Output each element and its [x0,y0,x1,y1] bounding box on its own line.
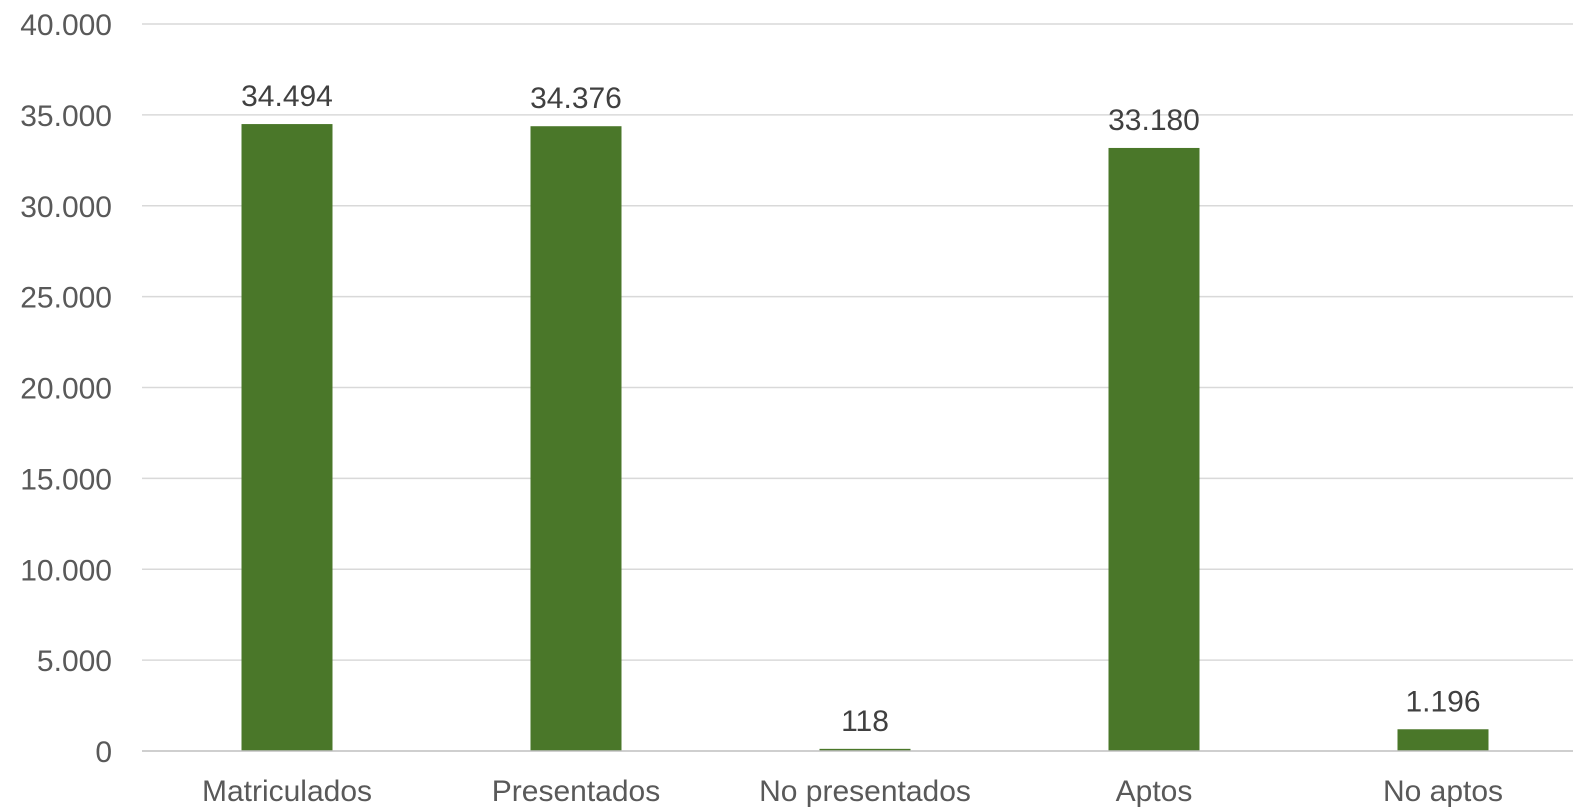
y-tick-label: 5.000 [37,645,112,678]
data-label: 34.494 [241,80,333,113]
y-tick-label: 35.000 [20,100,112,133]
y-tick-label: 15.000 [20,463,112,496]
x-tick-label: No presentados [759,775,971,808]
y-tick-label: 20.000 [20,373,112,406]
data-labels: 34.494 34.376 118 33.180 1.196 [241,80,1480,738]
data-label: 1.196 [1405,685,1480,718]
data-label: 118 [841,705,889,738]
x-tick-label: No aptos [1383,775,1503,808]
bar [1108,147,1200,752]
data-label: 33.180 [1108,104,1200,137]
bars [241,124,1489,752]
y-tick-label: 10.000 [20,554,112,587]
x-axis-tick-labels: Matriculados Presentados No presentados Apt… [202,775,1503,808]
y-tick-label: 40.000 [20,9,112,42]
bar [1397,729,1489,751]
bar [241,124,333,752]
data-label: 34.376 [530,82,622,115]
x-tick-label: Presentados [492,775,660,808]
x-tick-label: Aptos [1116,775,1193,808]
y-tick-label: 30.000 [20,191,112,224]
y-tick-label: 0 [95,736,112,769]
y-tick-label: 25.000 [20,282,112,315]
bar [530,126,622,752]
bar [819,748,911,751]
x-tick-label: Matriculados [202,775,372,808]
y-axis-tick-labels: 0 5.000 10.000 15.000 20.000 25.000 30.000 35.0… [20,9,112,769]
gridlines [142,23,1573,661]
